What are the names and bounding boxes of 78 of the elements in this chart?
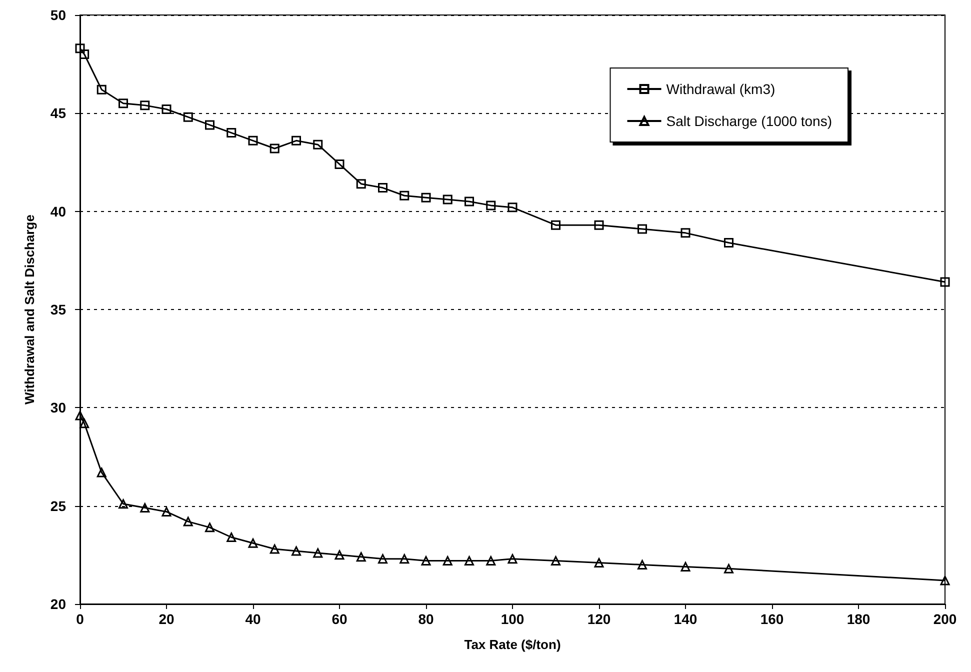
- point: [96, 84, 106, 94]
- point: [486, 200, 496, 210]
- point: [162, 104, 172, 114]
- point: [486, 556, 496, 566]
- point: [313, 140, 323, 150]
- x-tick-label: 20: [158, 611, 174, 627]
- point: [508, 202, 518, 212]
- point: [292, 136, 301, 146]
- point: [140, 503, 150, 513]
- point: [292, 546, 301, 556]
- point: [140, 100, 150, 110]
- x-tick-label: 140: [674, 611, 698, 627]
- legend-label: Salt Discharge (1000 tons): [666, 113, 832, 129]
- point: [594, 220, 604, 230]
- point: [334, 550, 344, 560]
- x-tick-label: 0: [76, 611, 84, 627]
- point: [464, 196, 474, 206]
- point: [205, 522, 214, 532]
- point: [594, 558, 604, 568]
- y-tick-label: 50: [50, 7, 66, 23]
- point: [724, 564, 734, 574]
- x-tick-label: 80: [418, 611, 434, 627]
- x-axis-title: Tax Rate ($/ton): [464, 637, 561, 652]
- point: [464, 556, 474, 566]
- point: [442, 194, 452, 204]
- point: [248, 538, 258, 548]
- point: [96, 468, 106, 478]
- y-tick-label: 45: [50, 105, 66, 122]
- point: [75, 410, 85, 420]
- x-tick-label: 40: [245, 611, 261, 627]
- point: [270, 144, 280, 154]
- point: [638, 224, 647, 234]
- point: [75, 44, 85, 54]
- point: [680, 228, 690, 238]
- y-axis-title: Withdrawal and Salt Discharge: [22, 214, 37, 404]
- legend-label: Withdrawal (km3): [666, 81, 776, 97]
- point: [118, 499, 128, 509]
- point: [508, 554, 518, 564]
- point: [183, 516, 193, 526]
- point: [205, 120, 214, 130]
- x-tick-label: 100: [500, 611, 524, 627]
- point: [638, 560, 647, 570]
- point: [442, 556, 452, 566]
- point: [551, 556, 560, 566]
- y-tick-label: 30: [50, 400, 66, 416]
- point: [421, 192, 431, 202]
- y-tick-label: 35: [50, 302, 66, 318]
- x-tick-label: 160: [760, 611, 784, 627]
- point: [400, 190, 410, 200]
- point: [226, 532, 236, 542]
- x-tick-label: 120: [587, 611, 611, 627]
- x-tick-label: 200: [933, 611, 957, 627]
- point: [183, 112, 193, 122]
- point: [400, 554, 410, 564]
- x-tick-label: 60: [332, 611, 348, 627]
- point: [680, 562, 690, 572]
- point: [313, 548, 323, 558]
- point: [356, 552, 366, 562]
- point: [724, 238, 734, 248]
- y-tick-label: 25: [50, 498, 66, 514]
- point: [118, 98, 128, 108]
- point: [421, 556, 431, 566]
- y-tick-label: 20: [50, 596, 66, 612]
- y-tick-label: 40: [50, 203, 66, 220]
- point: [940, 277, 950, 287]
- point: [551, 220, 560, 230]
- point: [378, 183, 388, 193]
- point: [248, 136, 258, 146]
- point: [378, 554, 388, 564]
- point: [334, 159, 344, 169]
- point: [356, 179, 366, 189]
- x-tick-label: 180: [846, 611, 870, 627]
- point: [80, 50, 90, 60]
- point: [162, 506, 172, 516]
- point: [940, 576, 950, 586]
- point: [80, 418, 90, 428]
- point: [270, 544, 280, 554]
- point: [226, 128, 236, 138]
